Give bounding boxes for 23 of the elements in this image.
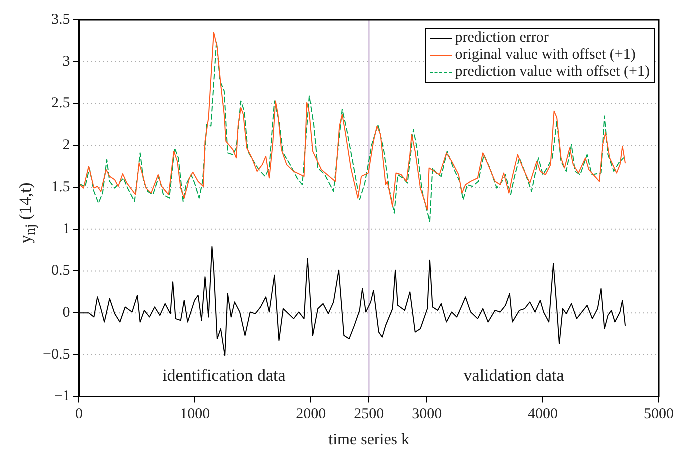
legend-label: prediction value with offset (+1) [455, 64, 650, 81]
x-tick-label: 2000 [296, 406, 326, 423]
y-tick-label: 3 [62, 54, 70, 70]
y-tick-label: 1 [62, 221, 70, 238]
y-tick-label: −0.5 [42, 346, 70, 363]
y-tick-label: 1.5 [51, 179, 70, 196]
x-tick-label: 4000 [528, 406, 558, 423]
y-tick-label: 2.5 [51, 96, 70, 112]
y-tick-label: −1 [54, 388, 70, 405]
x-tick-label: 1000 [180, 406, 210, 423]
legend-label: prediction error [455, 30, 549, 47]
x-tick-label: 2500 [354, 406, 384, 423]
y-tick-label: 3.5 [51, 12, 70, 28]
annotation: validation data [464, 366, 565, 385]
x-axis-title: time series k [328, 432, 410, 449]
y-tick-label: 0 [62, 305, 70, 322]
x-tick-label: 5000 [644, 406, 674, 423]
y-tick-label: 2 [62, 138, 70, 154]
x-tick-label: 0 [75, 406, 83, 423]
legend-label: original value with offset (+1) [455, 47, 636, 64]
y-tick-label: 0.5 [51, 263, 70, 280]
x-tick-label: 3000 [412, 406, 442, 423]
annotation: identification data [162, 366, 286, 385]
